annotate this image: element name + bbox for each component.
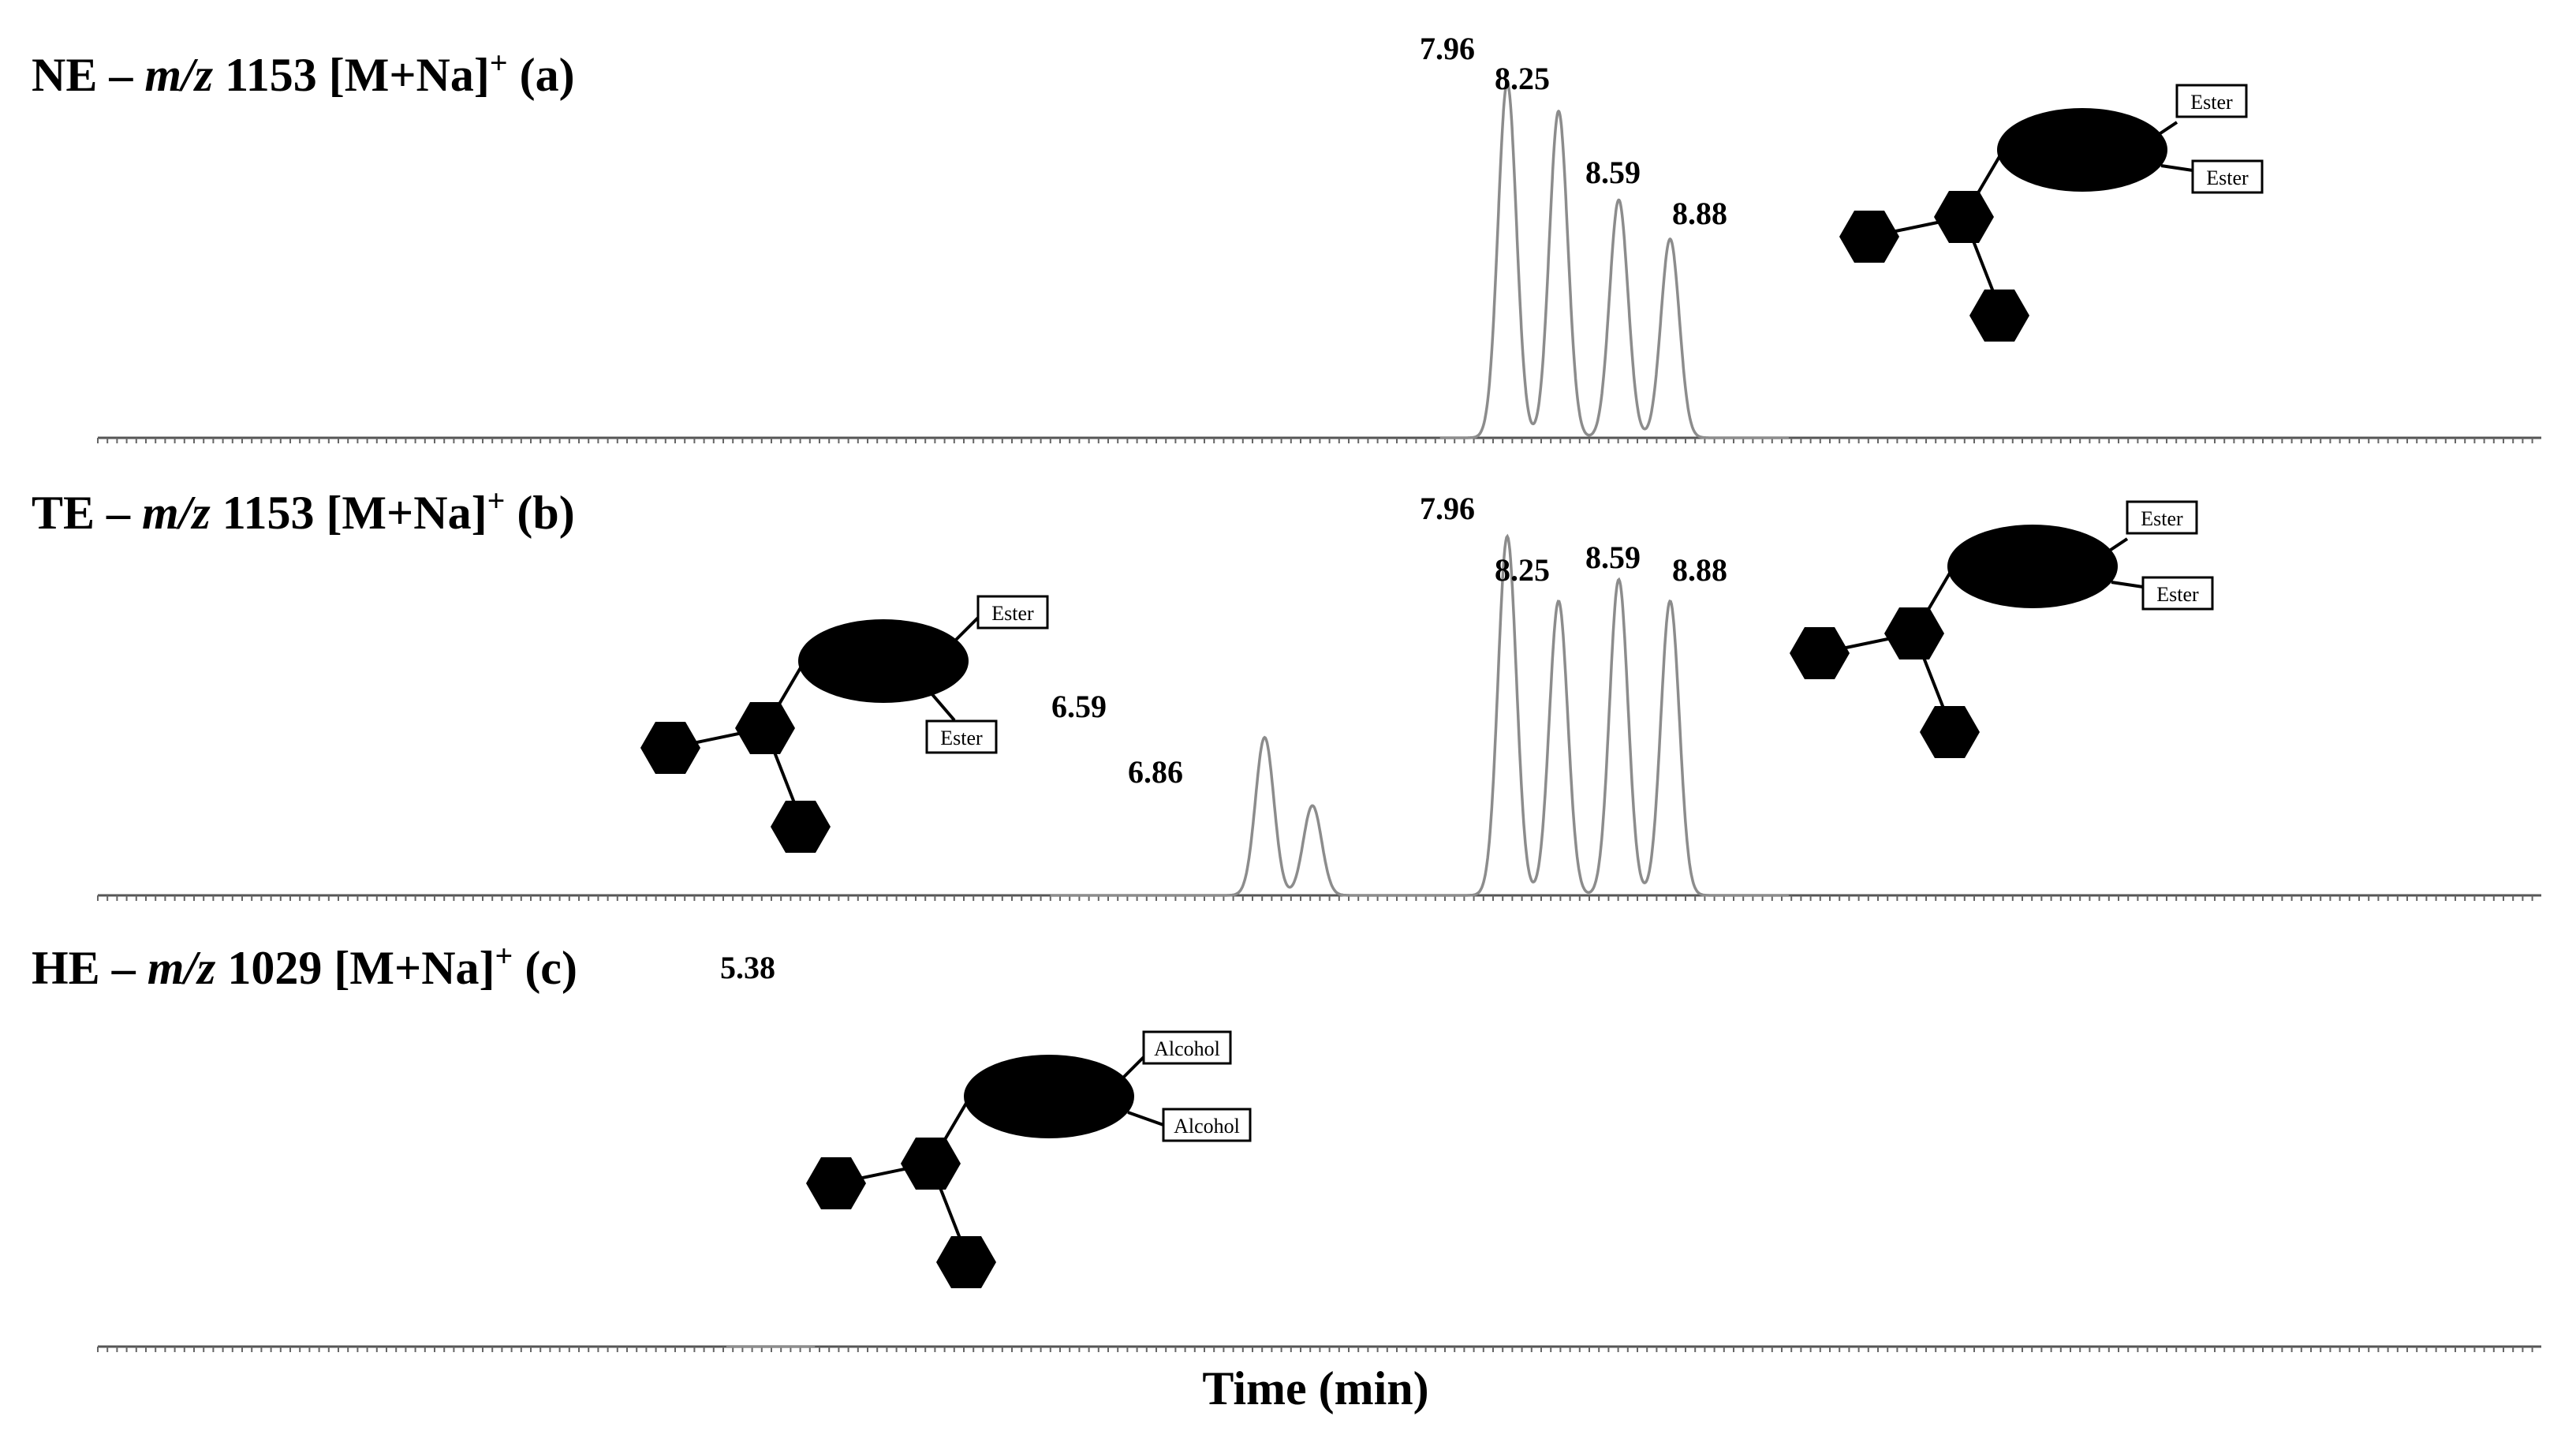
structure-label: Ester bbox=[991, 602, 1034, 625]
structure-label: Ester bbox=[2141, 507, 2183, 530]
peak-label: 7.96 bbox=[1420, 31, 1475, 66]
structure-diagram-a-graphic bbox=[1839, 108, 2193, 342]
panel-a-axis bbox=[97, 436, 2541, 443]
structure-label: Ester bbox=[940, 727, 983, 749]
peak-label: 8.25 bbox=[1495, 61, 1550, 96]
panel-a-trace bbox=[1439, 81, 1789, 439]
structure-label: Ester bbox=[2190, 91, 2233, 114]
structure-diagram-a: Ester Ester bbox=[1839, 84, 2264, 342]
structure-diagram-b-right: Ester Ester bbox=[1790, 500, 2214, 758]
peak-label: 8.59 bbox=[1585, 155, 1641, 190]
structure-diagram-c: Alcohol Alcohol bbox=[806, 1030, 1252, 1288]
panel-b-axis bbox=[97, 894, 2541, 901]
panel-b-title: TE – m/z 1153 [M+Na]+ (b) bbox=[32, 483, 575, 539]
peak-label: 5.38 bbox=[720, 950, 775, 985]
panel-b-trace bbox=[1050, 533, 1789, 897]
panel-c-axis bbox=[97, 1345, 2541, 1352]
panel-a-title: NE – m/z 1153 [M+Na]+ (a) bbox=[32, 45, 575, 101]
structure-diagram-b-right-graphic bbox=[1790, 525, 2144, 758]
panel-c-title: HE – m/z 1029 [M+Na]+ (c) bbox=[32, 938, 577, 994]
structure-label: Alcohol bbox=[1174, 1115, 1240, 1138]
structure-label: Ester bbox=[2156, 583, 2199, 606]
peak-label: 6.86 bbox=[1128, 754, 1183, 790]
structure-label: Alcohol bbox=[1154, 1037, 1220, 1060]
structure-label: Ester bbox=[2206, 166, 2249, 189]
peak-label: 6.59 bbox=[1051, 689, 1107, 724]
peak-label: 7.96 bbox=[1420, 491, 1475, 526]
structure-diagram-b-left-graphic bbox=[640, 616, 980, 853]
structure-diagram-b-left: Ester Ester bbox=[640, 595, 1049, 853]
peak-label: 8.88 bbox=[1672, 196, 1727, 231]
peak-label: 8.25 bbox=[1495, 552, 1550, 588]
structure-diagram-c-graphic bbox=[806, 1052, 1164, 1288]
peak-label: 8.59 bbox=[1585, 540, 1641, 575]
peak-label: 8.88 bbox=[1672, 552, 1727, 588]
x-axis-label: Time (min) bbox=[1202, 1362, 1428, 1414]
